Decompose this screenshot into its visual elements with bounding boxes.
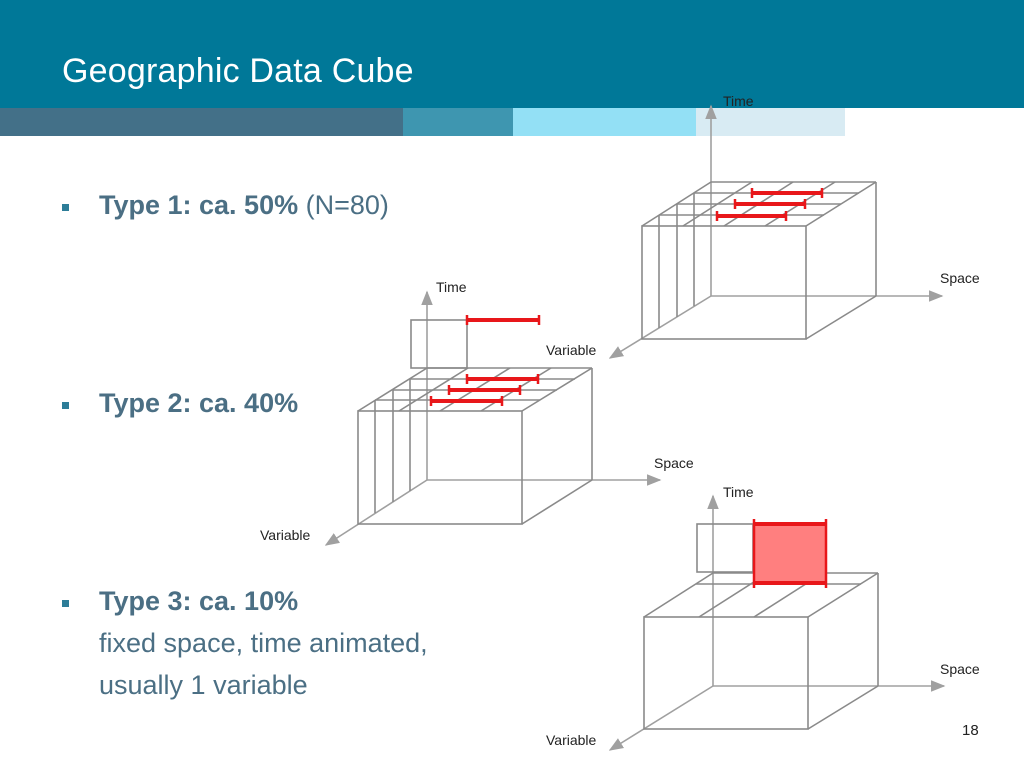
cube2-space-label: Space (654, 455, 694, 471)
variable-axis (324, 479, 428, 546)
page-number: 18 (962, 722, 979, 739)
variable-axis (608, 685, 714, 751)
cube-type-3 (608, 494, 946, 751)
variable-axis (608, 295, 712, 359)
bullet-square-icon (62, 402, 69, 409)
cube1-variable-label: Variable (546, 342, 597, 358)
bullet-sub-line: usually 1 variable (99, 670, 308, 700)
bullet-strong-text: Type 3: ca. 10% (99, 586, 299, 616)
header-stripe-4 (696, 108, 845, 136)
cube3-space-label: Space (940, 661, 980, 677)
bullet-sub-line: fixed space, time animated, (99, 628, 428, 658)
cube3-variable-label: Variable (546, 732, 597, 748)
bullet-square-icon (62, 204, 69, 211)
header-stripe-3 (513, 108, 696, 136)
cube1-time-label: Time (723, 93, 754, 109)
slide-title: Geographic Data Cube (62, 52, 414, 90)
cube-type-2 (324, 290, 662, 546)
header-bar (0, 0, 1024, 108)
bullet-strong-text: Type 2: ca. 40% (99, 388, 299, 418)
bullet-square-icon (62, 600, 69, 607)
cube-type-1 (608, 104, 944, 359)
cube2-variable-label: Variable (260, 527, 311, 543)
cube1-space-label: Space (940, 270, 980, 286)
bullet-normal-text: (N=80) (298, 190, 389, 220)
header-stripe-2 (403, 108, 513, 136)
cube3-time-label: Time (723, 484, 754, 500)
bullet-strong-text: Type 1: ca. 50% (99, 190, 299, 220)
cube2-time-label: Time (436, 279, 467, 295)
header-stripe-1 (0, 108, 403, 136)
